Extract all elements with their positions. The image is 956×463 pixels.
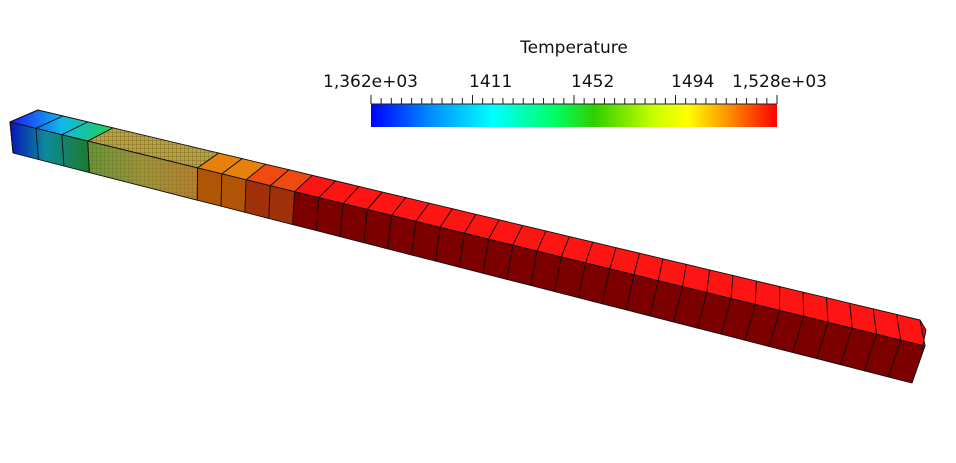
bar-side-cell [292,191,320,232]
colorbar-max-label: 1,528e+03 [732,72,828,92]
colorbar-tick-label: 1452 [571,72,615,92]
colorbar-tick-label: 1411 [469,72,513,92]
bar-side-cell [339,203,368,244]
bar-side-cell [411,220,441,262]
bar-cell-edge [35,115,64,160]
colorbar-tick-label: 1494 [671,72,715,92]
colorbar-gradient [371,104,777,127]
bar-side-cell [887,339,926,384]
bar-side-cell [196,167,223,207]
bar-side-cell [268,185,296,225]
bar-side-cell [387,214,417,256]
bar-side-cell [220,173,247,213]
bar-side-cell [363,209,393,250]
bar-near-end-edge [9,109,39,154]
colorbar-min-label: 1,362e+03 [323,72,419,92]
bar-side-cell [315,197,344,238]
bar-side-cell [244,179,271,219]
bar-cell-edge [61,121,89,167]
bar-end-cap [919,319,927,351]
colorbar-title: Temperature [520,38,628,58]
